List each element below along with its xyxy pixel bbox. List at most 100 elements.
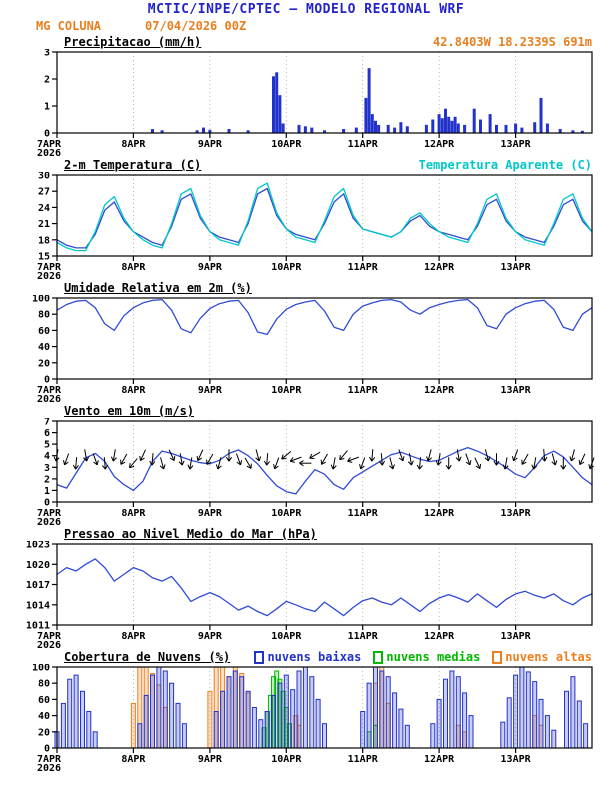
svg-text:8APR: 8APR [121, 508, 146, 519]
precip-chart-canvas: 0 1 2 3 7APR 8APR 9APR 10APR 11APR 12APR 13APR 2026 [37, 49, 593, 157]
svg-text:3: 3 [44, 463, 50, 474]
svg-text:1: 1 [44, 102, 50, 113]
cloud-cover-chart: 0 20 40 60 80 100 7APR 8APR 9APR 10APR 11APR 12APR 1… [0, 664, 612, 772]
pressure-chart-canvas: 1011 1014 1017 1020 1023 7APR 8APR 9APR 10APR 11A… [26, 541, 593, 649]
svg-text:10APR: 10APR [271, 631, 302, 642]
svg-text:18: 18 [38, 235, 50, 246]
precipitation-chart: 0 1 2 3 7APR 8APR 9APR 10APR 11APR 12APR 13APR 2026 [0, 49, 612, 157]
svg-text:9APR: 9APR [198, 754, 223, 765]
run-datetime: 07/04/2026 00Z [145, 19, 247, 33]
svg-text:1023: 1023 [26, 541, 50, 551]
temperature-title-row: 2-m Temperatura (C) Temperatura Aparente… [0, 157, 612, 172]
svg-text:1020: 1020 [26, 560, 50, 571]
svg-text:13APR: 13APR [501, 139, 532, 150]
precipitation-title: Precipitacao (mm/h) [64, 35, 202, 49]
svg-text:5: 5 [44, 440, 50, 451]
svg-text:2026: 2026 [37, 394, 61, 403]
model-title: MCTIC/INPE/CPTEC — MODELO REGIONAL WRF [147, 2, 465, 17]
temperature-title: 2-m Temperatura (C) [64, 158, 202, 172]
svg-text:10APR: 10APR [271, 508, 302, 519]
svg-text:11APR: 11APR [348, 754, 379, 765]
svg-text:7APR: 7APR [37, 139, 62, 150]
panel-wind: Vento em 10m (m/s) 0 1 2 3 4 5 6 7 7APR 8APR 9APR 1… [0, 403, 612, 526]
svg-text:13APR: 13APR [501, 631, 532, 642]
svg-text:4: 4 [44, 451, 50, 462]
svg-text:8APR: 8APR [121, 139, 146, 150]
svg-text:9APR: 9APR [198, 262, 223, 273]
svg-text:1014: 1014 [26, 600, 50, 611]
svg-text:100: 100 [32, 664, 50, 674]
svg-text:20: 20 [38, 358, 50, 369]
svg-text:13APR: 13APR [501, 385, 532, 396]
svg-text:12APR: 12APR [424, 508, 455, 519]
low-clouds-legend-square-icon [254, 650, 265, 664]
svg-text:10APR: 10APR [271, 262, 302, 273]
run-info-row: MG COLUNA 07/04/2026 00Z [0, 19, 612, 34]
svg-text:3: 3 [44, 49, 50, 59]
svg-text:2026: 2026 [37, 763, 61, 772]
svg-text:10APR: 10APR [271, 754, 302, 765]
apparent-temperature-label: Temperatura Aparente (C) [418, 158, 592, 172]
panel-temperature: 2-m Temperatura (C) Temperatura Aparente… [0, 157, 612, 280]
humidity-title: Umidade Relativa em 2m (%) [64, 281, 252, 295]
humidity-title-row: Umidade Relativa em 2m (%) [0, 280, 612, 295]
svg-text:27: 27 [38, 187, 50, 198]
svg-text:80: 80 [38, 310, 50, 321]
svg-text:60: 60 [38, 326, 50, 337]
svg-text:13APR: 13APR [501, 262, 532, 273]
clouds-chart-canvas: 0 20 40 60 80 100 7APR 8APR 9APR 10APR 11APR 12APR 1… [32, 664, 593, 772]
svg-text:7: 7 [44, 418, 50, 428]
station-name: MG COLUNA [36, 19, 102, 33]
pressure-chart: 1011 1014 1017 1020 1023 7APR 8APR 9APR 10APR 11A… [0, 541, 612, 649]
pressure-title-row: Pressao ao Nivel Medio do Mar (hPa) [0, 526, 612, 541]
svg-text:9APR: 9APR [198, 385, 223, 396]
mid-clouds-legend-square-icon [373, 650, 384, 664]
svg-text:2026: 2026 [37, 148, 61, 157]
temp-chart-canvas: 15 18 21 24 27 30 7APR 8APR 9APR 10APR 11APR 12APR 1… [37, 172, 593, 280]
pressure-title: Pressao ao Nivel Medio do Mar (hPa) [64, 527, 317, 541]
svg-text:2: 2 [44, 474, 50, 485]
legend-label-low-clouds: nuvens baixas [267, 650, 362, 664]
svg-text:2026: 2026 [37, 640, 61, 649]
svg-text:8APR: 8APR [121, 631, 146, 642]
legend-item-low-clouds: nuvens baixas [254, 650, 361, 664]
svg-text:11APR: 11APR [348, 262, 379, 273]
svg-text:7APR: 7APR [37, 631, 62, 642]
panel-precipitation: Precipitacao (mm/h) 42.8403W 18.2339S 69… [0, 34, 612, 157]
svg-text:2: 2 [44, 75, 50, 86]
svg-text:15: 15 [38, 252, 50, 263]
svg-text:13APR: 13APR [501, 754, 532, 765]
precipitation-title-row: Precipitacao (mm/h) 42.8403W 18.2339S 69… [0, 34, 612, 49]
humidity-chart: 0 20 40 60 80 100 7APR 8APR 9APR 10APR 11APR 12APR 1… [0, 295, 612, 403]
high-clouds-legend-square-icon [492, 650, 503, 664]
svg-text:30: 30 [38, 172, 50, 182]
svg-text:9APR: 9APR [198, 631, 223, 642]
svg-text:100: 100 [32, 295, 50, 305]
svg-text:1: 1 [44, 486, 50, 497]
legend-label-high-clouds: nuvens altas [505, 650, 592, 664]
cloud-legend: nuvens baixas nuvens medias nuvens altas [254, 650, 592, 664]
svg-text:8APR: 8APR [121, 385, 146, 396]
panel-cloud-cover: Cobertura de Nuvens (%) nuvens baixas nu… [0, 649, 612, 772]
svg-text:60: 60 [38, 695, 50, 706]
svg-text:7APR: 7APR [37, 508, 62, 519]
legend-item-high-clouds: nuvens altas [492, 650, 592, 664]
svg-text:7APR: 7APR [37, 262, 62, 273]
svg-text:11APR: 11APR [348, 508, 379, 519]
svg-text:10APR: 10APR [271, 139, 302, 150]
svg-text:8APR: 8APR [121, 754, 146, 765]
panel-pressure: Pressao ao Nivel Medio do Mar (hPa) 1011… [0, 526, 612, 649]
svg-text:12APR: 12APR [424, 262, 455, 273]
svg-text:11APR: 11APR [348, 385, 379, 396]
svg-text:12APR: 12APR [424, 631, 455, 642]
svg-text:40: 40 [38, 711, 50, 722]
svg-text:10APR: 10APR [271, 385, 302, 396]
svg-text:9APR: 9APR [198, 139, 223, 150]
legend-item-mid-clouds: nuvens medias [373, 650, 480, 664]
svg-text:40: 40 [38, 342, 50, 353]
legend-label-mid-clouds: nuvens medias [386, 650, 481, 664]
svg-text:0: 0 [44, 498, 50, 509]
svg-text:21: 21 [38, 219, 50, 230]
